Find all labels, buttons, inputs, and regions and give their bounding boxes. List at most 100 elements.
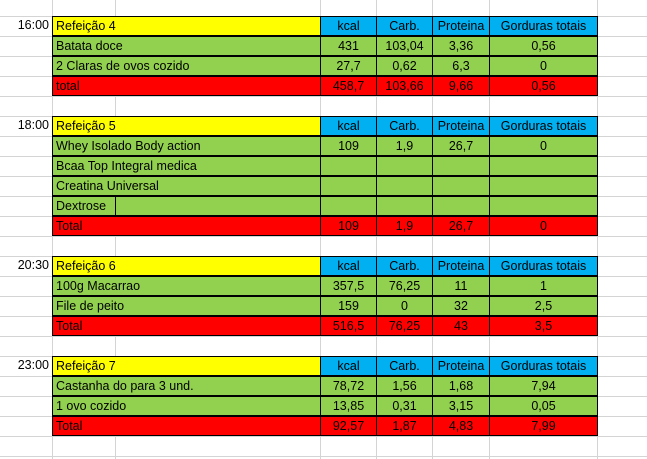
total-value[interactable]: 0,56 bbox=[489, 76, 598, 96]
gridline bbox=[0, 336, 647, 337]
nutrient-value[interactable] bbox=[376, 156, 433, 176]
nutrient-value[interactable] bbox=[432, 176, 490, 196]
gridline bbox=[0, 96, 647, 97]
total-value[interactable]: 109 bbox=[320, 216, 377, 236]
column-header[interactable]: Gorduras totais bbox=[489, 256, 598, 276]
nutrient-value[interactable]: 1 bbox=[489, 276, 598, 296]
meal-time[interactable]: 20:30 bbox=[17, 258, 49, 272]
nutrient-value[interactable]: 1,68 bbox=[432, 376, 490, 396]
nutrient-value[interactable]: 109 bbox=[320, 136, 377, 156]
nutrient-value[interactable] bbox=[489, 156, 598, 176]
meal-time[interactable]: 18:00 bbox=[17, 118, 49, 132]
column-header[interactable]: Proteina bbox=[432, 116, 490, 136]
nutrient-value[interactable] bbox=[432, 196, 490, 216]
nutrient-value[interactable]: 159 bbox=[320, 296, 377, 316]
column-header[interactable]: kcal bbox=[320, 256, 377, 276]
column-header[interactable]: Gorduras totais bbox=[489, 116, 598, 136]
food-item-name[interactable]: Whey Isolado Body action bbox=[52, 136, 321, 156]
food-item-name[interactable]: 1 ovo cozido bbox=[52, 396, 321, 416]
column-header[interactable]: Gorduras totais bbox=[489, 356, 598, 376]
nutrient-value[interactable]: 7,94 bbox=[489, 376, 598, 396]
nutrient-value[interactable]: 6,3 bbox=[432, 56, 490, 76]
total-label[interactable]: Total bbox=[52, 316, 321, 336]
column-header[interactable]: Carb. bbox=[376, 356, 433, 376]
column-header[interactable]: kcal bbox=[320, 356, 377, 376]
food-item-name[interactable]: Castanha do para 3 und. bbox=[52, 376, 321, 396]
total-label[interactable]: Total bbox=[52, 216, 321, 236]
gridline bbox=[0, 456, 647, 457]
column-header[interactable]: Carb. bbox=[376, 116, 433, 136]
food-item-name[interactable]: Bcaa Top Integral medica bbox=[52, 156, 321, 176]
nutrient-value[interactable] bbox=[376, 176, 433, 196]
nutrient-value[interactable]: 0,05 bbox=[489, 396, 598, 416]
total-label[interactable]: Total bbox=[52, 416, 321, 436]
food-item-name[interactable]: Dextrose bbox=[52, 196, 321, 216]
total-value[interactable]: 92,57 bbox=[320, 416, 377, 436]
total-value[interactable]: 26,7 bbox=[432, 216, 490, 236]
column-header[interactable]: Carb. bbox=[376, 256, 433, 276]
nutrient-value[interactable] bbox=[489, 196, 598, 216]
column-header[interactable]: Gorduras totais bbox=[489, 16, 598, 36]
nutrient-value[interactable]: 0 bbox=[376, 296, 433, 316]
nutrient-value[interactable]: 103,04 bbox=[376, 36, 433, 56]
nutrient-value[interactable]: 0,56 bbox=[489, 36, 598, 56]
total-value[interactable]: 103,66 bbox=[376, 76, 433, 96]
nutrient-value[interactable]: 431 bbox=[320, 36, 377, 56]
nutrient-value[interactable]: 0,62 bbox=[376, 56, 433, 76]
nutrient-value[interactable]: 0 bbox=[489, 56, 598, 76]
nutrient-value[interactable]: 26,7 bbox=[432, 136, 490, 156]
meal-title[interactable]: Refeição 6 bbox=[52, 256, 321, 276]
nutrient-value[interactable] bbox=[432, 156, 490, 176]
gridline bbox=[0, 236, 647, 237]
nutrient-value[interactable]: 13,85 bbox=[320, 396, 377, 416]
nutrient-value[interactable] bbox=[320, 156, 377, 176]
column-header[interactable]: Proteina bbox=[432, 256, 490, 276]
total-value[interactable]: 1,87 bbox=[376, 416, 433, 436]
meal-time[interactable]: 16:00 bbox=[17, 18, 49, 32]
food-item-name[interactable]: File de peito bbox=[52, 296, 321, 316]
nutrient-value[interactable]: 357,5 bbox=[320, 276, 377, 296]
total-value[interactable]: 43 bbox=[432, 316, 490, 336]
cell-border bbox=[115, 196, 116, 216]
meal-title[interactable]: Refeição 4 bbox=[52, 16, 321, 36]
total-label[interactable]: total bbox=[52, 76, 321, 96]
total-value[interactable]: 0 bbox=[489, 216, 598, 236]
food-item-name[interactable]: 2 Claras de ovos cozido bbox=[52, 56, 321, 76]
nutrient-value[interactable]: 76,25 bbox=[376, 276, 433, 296]
nutrient-value[interactable]: 2,5 bbox=[489, 296, 598, 316]
total-value[interactable]: 1,9 bbox=[376, 216, 433, 236]
total-value[interactable]: 516,5 bbox=[320, 316, 377, 336]
nutrient-value[interactable]: 32 bbox=[432, 296, 490, 316]
nutrient-value[interactable]: 1,56 bbox=[376, 376, 433, 396]
nutrient-value[interactable]: 78,72 bbox=[320, 376, 377, 396]
nutrient-value[interactable] bbox=[376, 196, 433, 216]
meal-title[interactable]: Refeição 7 bbox=[52, 356, 321, 376]
nutrient-value[interactable] bbox=[489, 176, 598, 196]
nutrient-value[interactable]: 27,7 bbox=[320, 56, 377, 76]
total-value[interactable]: 76,25 bbox=[376, 316, 433, 336]
meal-time[interactable]: 23:00 bbox=[17, 358, 49, 372]
nutrient-value[interactable]: 11 bbox=[432, 276, 490, 296]
meal-title[interactable]: Refeição 5 bbox=[52, 116, 321, 136]
nutrient-value[interactable]: 1,9 bbox=[376, 136, 433, 156]
nutrient-value[interactable] bbox=[320, 176, 377, 196]
column-header[interactable]: kcal bbox=[320, 16, 377, 36]
food-item-name[interactable]: Creatina Universal bbox=[52, 176, 321, 196]
total-value[interactable]: 4,83 bbox=[432, 416, 490, 436]
nutrient-value[interactable]: 0 bbox=[489, 136, 598, 156]
column-header[interactable]: Proteina bbox=[432, 356, 490, 376]
column-header[interactable]: Proteina bbox=[432, 16, 490, 36]
total-value[interactable]: 458,7 bbox=[320, 76, 377, 96]
total-value[interactable]: 3,5 bbox=[489, 316, 598, 336]
nutrient-value[interactable]: 3,15 bbox=[432, 396, 490, 416]
nutrient-value[interactable]: 3,36 bbox=[432, 36, 490, 56]
nutrient-value[interactable] bbox=[320, 196, 377, 216]
total-value[interactable]: 9,66 bbox=[432, 76, 490, 96]
food-item-name[interactable]: Batata doce bbox=[52, 36, 321, 56]
total-value[interactable]: 7,99 bbox=[489, 416, 598, 436]
nutrient-value[interactable]: 0,31 bbox=[376, 396, 433, 416]
column-header[interactable]: Carb. bbox=[376, 16, 433, 36]
column-header[interactable]: kcal bbox=[320, 116, 377, 136]
food-item-name[interactable]: 100g Macarrao bbox=[52, 276, 321, 296]
